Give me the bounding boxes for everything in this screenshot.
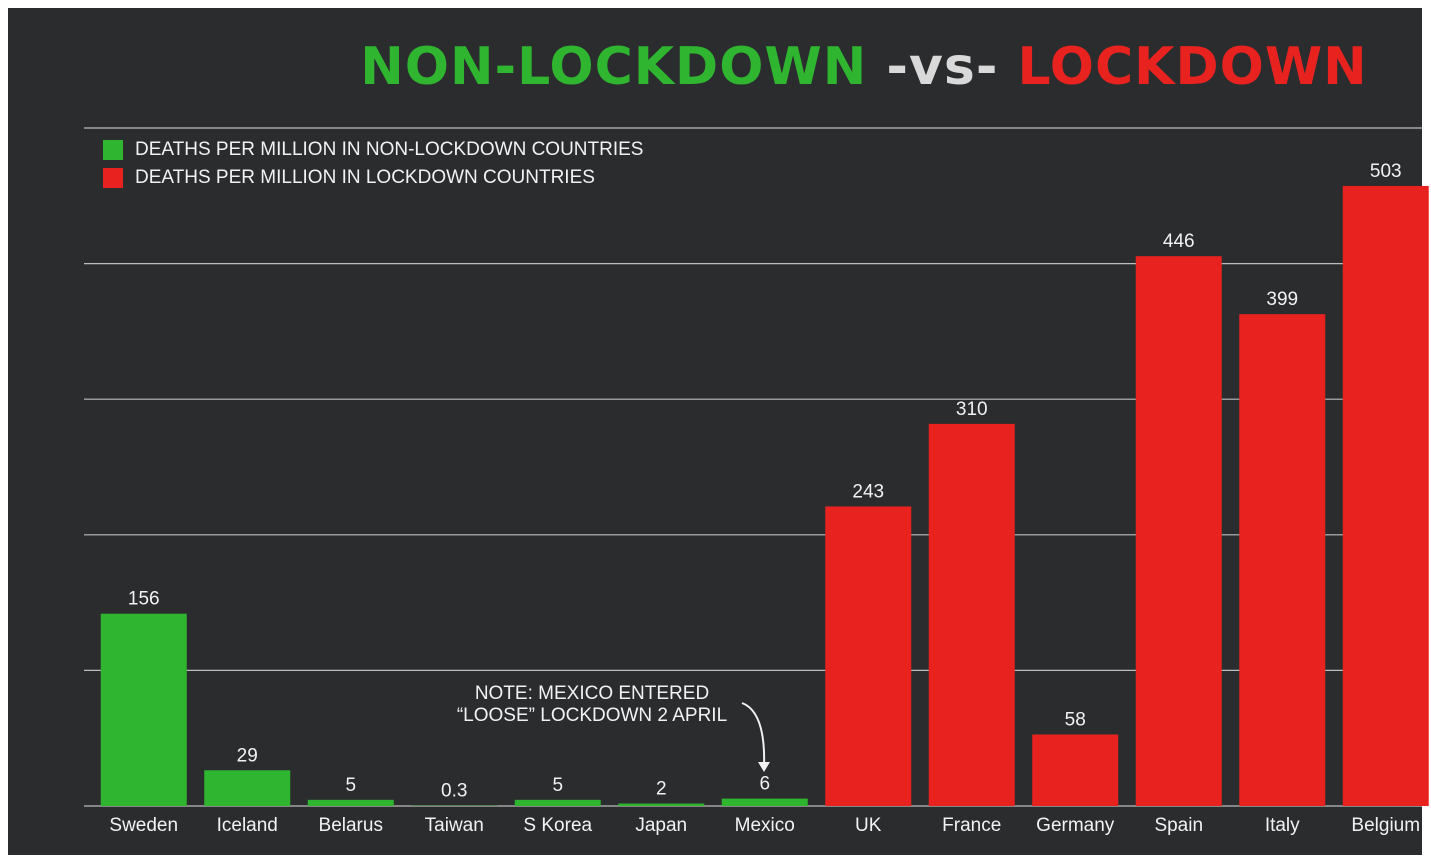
bar: [515, 800, 601, 806]
bar: [308, 800, 394, 806]
value-label: 2: [656, 779, 667, 800]
x-tick-label: Spain: [1154, 815, 1203, 836]
x-tick-label: Taiwan: [425, 815, 484, 836]
bar: [618, 804, 704, 806]
x-tick-label: Italy: [1265, 815, 1300, 836]
bar: [722, 799, 808, 806]
value-label: 0.3: [441, 781, 467, 802]
bar: [204, 770, 290, 806]
chart-title: NON-LOCKDOWN -vs- LOCKDOWN: [360, 37, 1367, 97]
value-label: 503: [1370, 161, 1402, 182]
value-label: 446: [1163, 231, 1195, 252]
x-tick-label: Japan: [635, 815, 687, 836]
x-tick-label: Iceland: [217, 815, 278, 836]
value-label: 29: [237, 745, 258, 766]
x-tick-label: Belgium: [1351, 815, 1420, 836]
legend-label: DEATHS PER MILLION IN LOCKDOWN COUNTRIES: [135, 167, 595, 188]
legend-swatch: [103, 168, 123, 188]
title-part: NON-LOCKDOWN: [360, 37, 867, 97]
x-tick-label: UK: [855, 815, 882, 836]
x-tick-label: S Korea: [523, 815, 592, 836]
value-label: 58: [1065, 710, 1086, 731]
legend-label: DEATHS PER MILLION IN NON-LOCKDOWN COUNT…: [135, 139, 643, 160]
x-tick-label: France: [942, 815, 1001, 836]
bar: [1343, 186, 1429, 806]
bar: [101, 614, 187, 806]
bar: [1136, 256, 1222, 806]
bar: [929, 424, 1015, 806]
value-label: 243: [852, 481, 884, 502]
value-label: 6: [759, 774, 770, 795]
bar: [1239, 314, 1325, 806]
chart: NON-LOCKDOWN -vs- LOCKDOWN DEATHS PER MI…: [0, 0, 1431, 861]
x-tick-label: Sweden: [109, 815, 178, 836]
x-tick-label: Mexico: [735, 815, 795, 836]
bar: [825, 506, 911, 806]
title-part: -vs-: [886, 37, 998, 97]
value-label: 5: [552, 775, 563, 796]
x-tick-label: Belarus: [319, 815, 383, 836]
annotation: NOTE: MEXICO ENTERED: [475, 683, 709, 704]
bar: [1032, 735, 1118, 806]
title-part: LOCKDOWN: [1018, 37, 1368, 97]
x-tick-label: Germany: [1036, 815, 1115, 836]
value-label: 399: [1266, 289, 1298, 310]
annotation: “LOOSE” LOCKDOWN 2 APRIL: [457, 705, 727, 726]
value-label: 310: [956, 399, 988, 420]
page: {"chart_data": {"type": "bar", "title": …: [0, 0, 1431, 861]
value-label: 156: [128, 589, 160, 610]
legend-swatch: [103, 140, 123, 160]
value-label: 5: [345, 775, 356, 796]
